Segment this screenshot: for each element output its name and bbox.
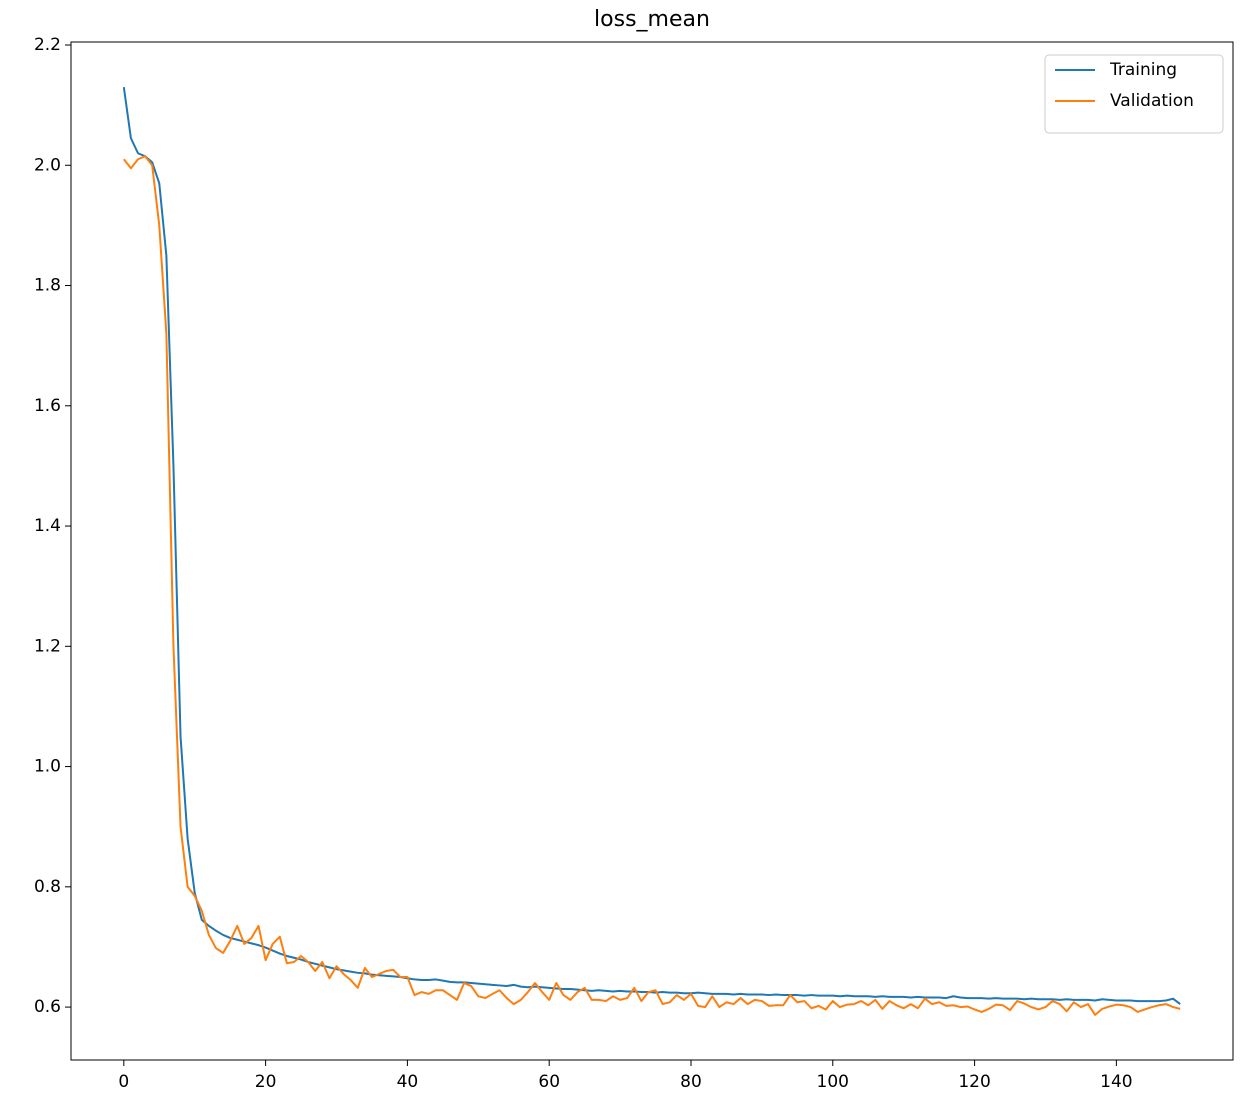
y-tick-label: 1.8 (34, 276, 61, 296)
x-tick-label: 60 (538, 1072, 560, 1092)
x-tick-label: 140 (1100, 1072, 1132, 1092)
plot-frame (70, 41, 1234, 1061)
y-tick-label: 2.0 (34, 155, 61, 175)
y-tick-label: 1.4 (34, 516, 61, 536)
series-line (122, 86, 1181, 1005)
y-tick-label: 2.2 (34, 35, 61, 55)
y-tick-label: 0.8 (34, 877, 61, 897)
legend-label: Validation (1110, 91, 1194, 111)
x-tick-label: 20 (255, 1072, 277, 1092)
y-tick-label: 1.6 (34, 396, 61, 416)
y-tick-label: 1.0 (34, 757, 61, 777)
x-tick-label: 0 (118, 1072, 129, 1092)
y-tick-label: 1.2 (34, 636, 61, 656)
chart-title: loss_mean (594, 7, 710, 32)
legend-label: Training (1109, 60, 1177, 80)
series-line (123, 155, 1181, 1016)
x-tick-label: 80 (680, 1072, 702, 1092)
x-tick-label: 120 (958, 1072, 990, 1092)
x-tick-label: 100 (817, 1072, 849, 1092)
x-tick-label: 40 (397, 1072, 419, 1092)
y-tick-label: 0.6 (34, 997, 61, 1017)
legend-box (1044, 54, 1224, 134)
